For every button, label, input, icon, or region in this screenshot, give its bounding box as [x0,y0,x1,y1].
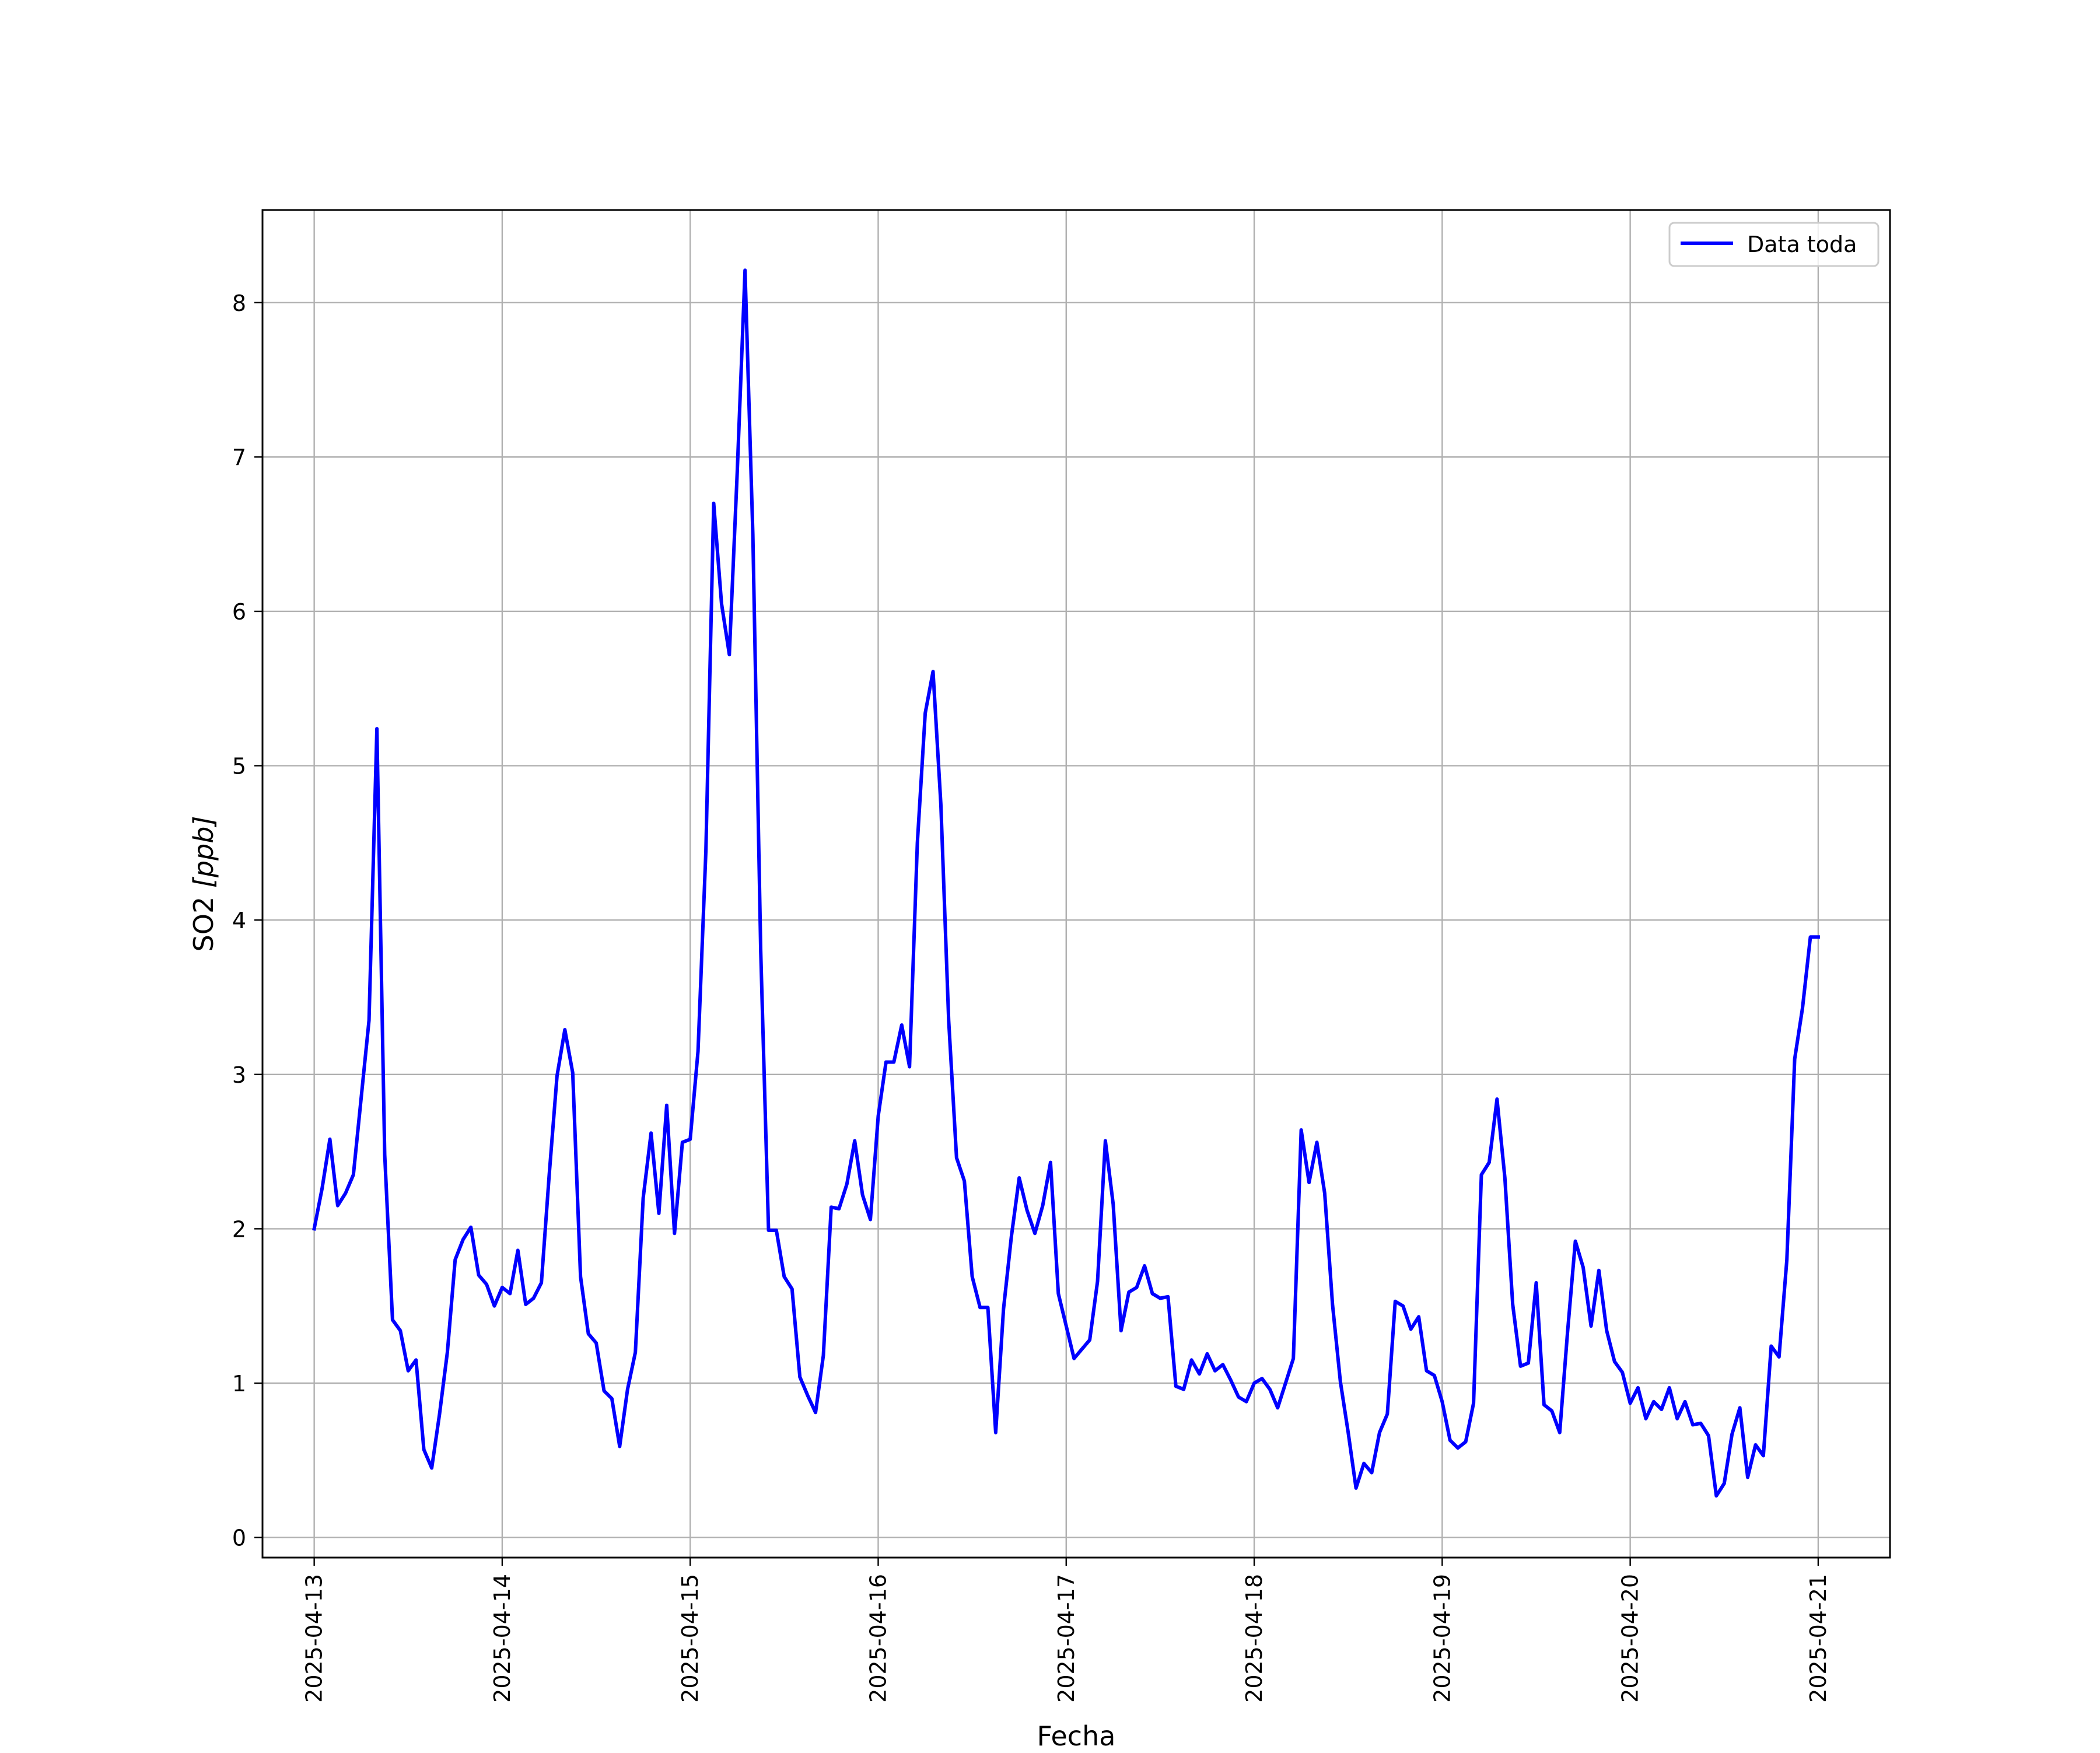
x-tick-label: 2025-04-15 [677,1574,703,1703]
x-tick-label: 2025-04-13 [302,1574,327,1703]
series-layer [312,268,1820,1498]
series-line-data-toda [312,268,1820,1498]
grid-lines [262,210,1890,1558]
y-tick-label: 2 [232,1216,246,1242]
y-tick-label: 6 [232,599,246,625]
legend-box [1668,222,1880,267]
x-tick-label: 2025-04-16 [865,1574,891,1703]
y-axis-label-main: SO2 [188,888,219,951]
x-tick-label: 2025-04-19 [1429,1574,1455,1703]
x-tick-label: 2025-04-20 [1618,1574,1643,1703]
legend-label-data-toda: Data toda [1747,232,1857,257]
axis-ticks: 2025-04-13 2025-04-14 2025-04-15 2025-04-16… [232,291,1831,1703]
legend: Data toda [1668,222,1880,267]
x-tick-label: 2025-04-18 [1241,1574,1267,1703]
x-axis-label: Fecha [1037,1720,1116,1750]
x-tick-label: 2025-04-14 [489,1574,515,1703]
y-tick-label: 7 [232,445,246,470]
y-tick-label: 1 [232,1371,246,1397]
y-axis-label: SO2 [ppb] [188,816,219,952]
x-tick-label: 2025-04-17 [1054,1574,1079,1703]
plot-frame [261,209,1891,1559]
y-axis-label-unit: [ppb] [188,816,219,888]
y-tick-label: 4 [232,908,246,933]
y-tick-label: 0 [232,1525,246,1551]
y-tick-label: 8 [232,291,246,316]
y-tick-label: 5 [232,754,246,779]
x-tick-label: 2025-04-21 [1805,1574,1831,1703]
y-tick-label: 3 [232,1062,246,1088]
